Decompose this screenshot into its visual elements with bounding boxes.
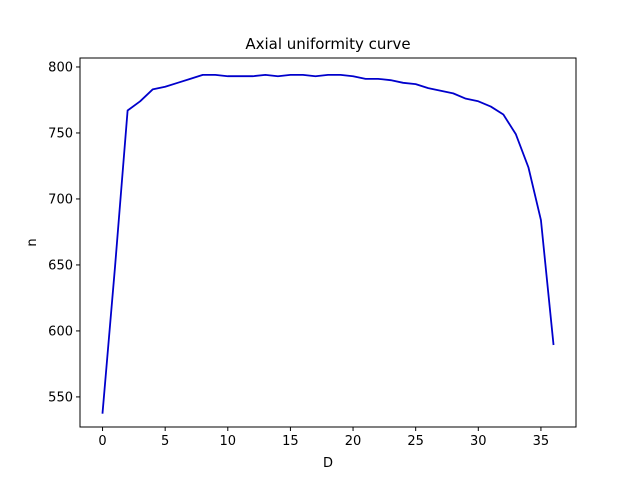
x-tick-label: 25 — [407, 434, 424, 449]
x-tick-label: 15 — [282, 434, 299, 449]
chart-title: Axial uniformity curve — [245, 35, 410, 53]
y-tick-label: 550 — [48, 390, 73, 405]
x-axis: 0 5 10 15 20 25 30 35 — [98, 427, 549, 449]
y-tick-label: 600 — [48, 324, 73, 339]
x-tick-label: 0 — [98, 434, 106, 449]
x-tick-label: 10 — [220, 434, 237, 449]
plot-area — [101, 73, 555, 414]
x-tick-label: 20 — [345, 434, 362, 449]
y-axis-label: n — [25, 238, 40, 246]
y-tick-label: 750 — [48, 126, 73, 141]
series-line-0 — [101, 73, 555, 414]
plot-frame — [79, 57, 577, 428]
x-axis-label: D — [323, 456, 333, 471]
x-tick-label: 35 — [533, 434, 550, 449]
y-tick-label: 700 — [48, 192, 73, 207]
y-axis: 550 600 650 700 750 800 — [48, 60, 80, 405]
y-tick-label: 800 — [48, 60, 73, 75]
y-tick-label: 650 — [48, 258, 73, 273]
x-tick-label: 5 — [161, 434, 169, 449]
x-tick-label: 30 — [470, 434, 487, 449]
